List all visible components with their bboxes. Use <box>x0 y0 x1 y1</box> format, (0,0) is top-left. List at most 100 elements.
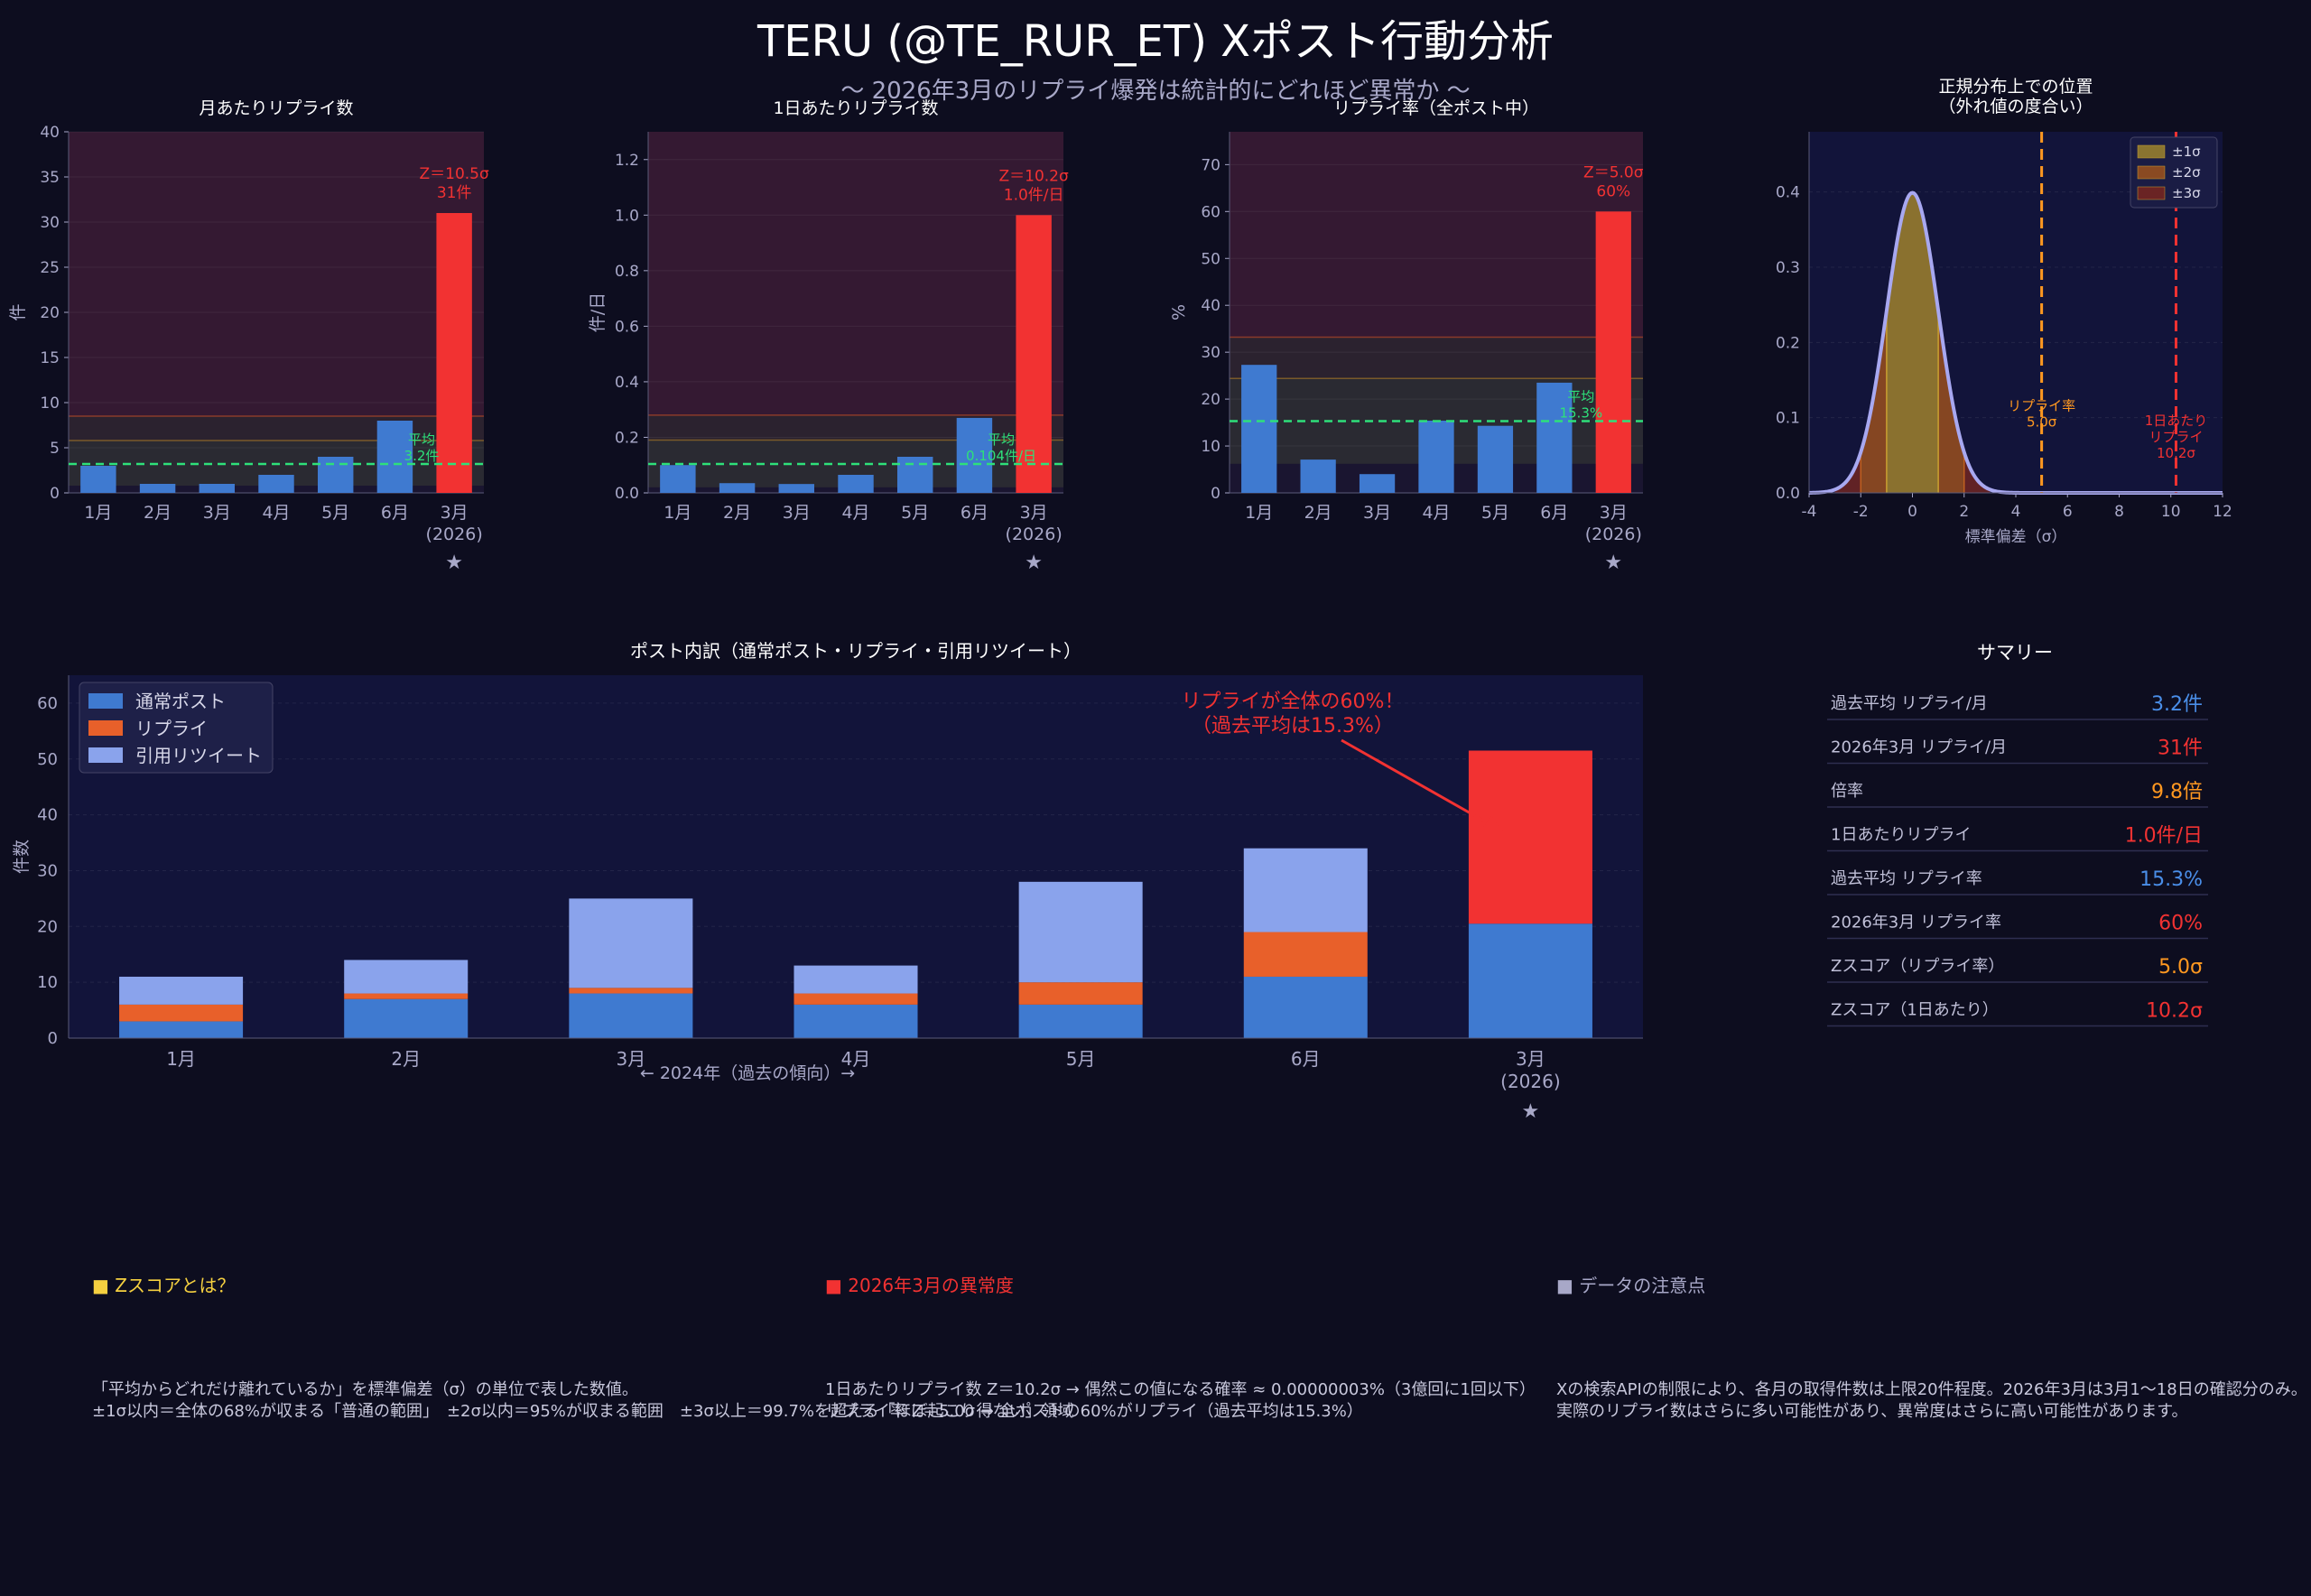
y-axis-label: 件 <box>8 303 28 320</box>
y-tick-label: 40 <box>40 124 60 142</box>
x-tick-label: 5月 <box>321 503 349 523</box>
y-tick-label: 60 <box>1201 203 1220 221</box>
y-tick-label: 25 <box>40 259 60 277</box>
bar-0-series-0 <box>119 1021 244 1038</box>
summary-label: Zスコア（1日あたり） <box>1831 1001 1999 1020</box>
x-tick-label: 4 <box>2011 503 2021 521</box>
chart-daily: 0.0 0.2 0.4 0.6 0.8 1.0 1.2 1月 2月 3月 4月 5月 6月 3月(2026… <box>588 98 1069 574</box>
chart-monthly: 0 5 10 15 20 25 30 35 40 1月 2月 3月 4月 5月 6月 3月(2026) ★ 平均 3… <box>8 98 489 574</box>
y-tick-label: 20 <box>37 917 58 936</box>
bar-4 <box>318 457 354 493</box>
bar-5-series-2 <box>1243 848 1368 933</box>
bar-2-series-0 <box>569 993 693 1038</box>
y-tick-label: 20 <box>40 304 60 322</box>
bar-0 <box>1241 365 1277 493</box>
summary-label: 過去平均 リプライ率 <box>1831 869 1982 888</box>
x-tick-label: 12 <box>2213 503 2232 521</box>
x-tick-label: 4月 <box>841 503 869 523</box>
bar-3-series-1 <box>794 993 918 1005</box>
bar-2 <box>199 484 235 493</box>
x-tick-label: 4月 <box>262 503 290 523</box>
x-tick-label: 0 <box>1907 503 1917 521</box>
y-tick-label: 10 <box>40 394 60 413</box>
bar-1-series-0 <box>344 998 469 1038</box>
mean-label: 平均 0.104件/日 <box>966 431 1036 464</box>
y-tick-label: 30 <box>40 214 60 232</box>
bar-0 <box>80 466 116 493</box>
legend-label: 引用リツイート <box>135 745 262 766</box>
mean-label: 平均 3.2件 <box>404 431 440 464</box>
x-tick-label: 3月 <box>783 503 811 523</box>
bar-3 <box>258 475 294 493</box>
y-tick-label: 0 <box>48 1029 58 1048</box>
summary-label: 過去平均 リプライ/月 <box>1831 694 1988 713</box>
sigma1-area <box>1886 192 1939 493</box>
x-tick-label: 5月 <box>901 503 929 523</box>
legend-label: ±2σ <box>2172 164 2201 181</box>
y-tick-label: 5 <box>50 440 60 458</box>
summary-value: 31件 <box>2158 738 2203 760</box>
bar-5 <box>376 421 413 493</box>
note-zscore-heading: ■ Zスコアとは？ <box>92 1275 236 1296</box>
bar-1-series-1 <box>344 993 469 999</box>
sigma3-band <box>1230 132 1643 338</box>
y-tick-label: 35 <box>40 169 60 187</box>
annotation-arrow <box>1341 738 1492 827</box>
chart-title: 月あたりリプライ数 <box>199 98 353 118</box>
x-tick-label: -4 <box>1802 503 1817 521</box>
y-tick-label: 30 <box>1201 344 1220 362</box>
x-tick-label: 8 <box>2114 503 2124 521</box>
x-tick-label: 6月 <box>1291 1048 1321 1070</box>
y-tick-label: 0.0 <box>1776 485 1800 503</box>
x-tick-label: 3月(2026) <box>426 503 483 544</box>
note-zscore-body: 「平均からどれだけ離れているか」を標準偏差（σ）の単位で表した数値。 ±1σ以内… <box>92 1380 1074 1421</box>
y-tick-label: 10 <box>1201 438 1220 456</box>
x-tick-label: 1月 <box>166 1048 196 1070</box>
y-tick-label: 30 <box>37 861 58 880</box>
z-annotation: Z＝10.5σ 31件 <box>420 165 489 202</box>
summary-value: 5.0σ <box>2158 956 2203 979</box>
bar-5-series-1 <box>1243 932 1368 977</box>
chart-title: 1日あたりリプライ数 <box>773 98 938 118</box>
y-tick-label: 10 <box>37 973 58 992</box>
x-tick-label: 3月(2026) <box>1006 503 1063 544</box>
marker-label-1: 1日あたりリプライ 10.2σ <box>2145 413 2208 461</box>
sigma2-band <box>1230 337 1643 379</box>
y-tick-label: 0.4 <box>1776 184 1800 202</box>
bar-0-series-1 <box>119 1004 244 1022</box>
legend-swatch <box>88 747 123 763</box>
x-tick-label: 1月 <box>1245 503 1273 523</box>
bar-6-series-0 <box>1468 923 1592 1038</box>
y-tick-label: 40 <box>1201 297 1220 315</box>
z-annotation: Z＝5.0σ 60% <box>1583 163 1644 200</box>
summary-value: 9.8倍 <box>2151 781 2203 803</box>
y-tick-label: 50 <box>37 750 58 769</box>
x-tick-label: 4月 <box>1422 503 1450 523</box>
summary-label: 2026年3月 リプライ率 <box>1831 914 2001 933</box>
x-tick-label: 1月 <box>664 503 691 523</box>
summary-label: 倍率 <box>1831 782 1863 801</box>
annotation-arrowhead <box>1482 816 1504 832</box>
y-tick-label: 0 <box>50 485 60 503</box>
z-annotation: Z＝10.2σ 1.0件/日 <box>999 167 1069 204</box>
x-tick-label: 3月 <box>616 1048 645 1070</box>
bar-6 <box>436 213 472 493</box>
summary-value: 60% <box>2158 913 2203 935</box>
note-data-body: Xの検索APIの制限により、各月の取得件数は上限20件程度。2026年3月は3月… <box>1556 1380 2307 1421</box>
legend-swatch <box>88 720 123 736</box>
bar-4 <box>897 457 933 493</box>
legend-label: ±1σ <box>2172 144 2201 160</box>
legend-label: ±3σ <box>2172 185 2201 201</box>
x-axis-label: 標準偏差（σ） <box>1965 528 2067 546</box>
legend-label: リプライ <box>135 718 208 739</box>
y-tick-label: 40 <box>37 806 58 825</box>
y-tick-label: 0.1 <box>1776 410 1800 428</box>
y-tick-label: 0.8 <box>615 263 639 281</box>
note-data-heading: ■ データの注意点 <box>1556 1275 1706 1296</box>
bar-6 <box>1595 211 1631 493</box>
bar-1 <box>139 484 176 493</box>
bar-3 <box>1418 421 1454 493</box>
x-tick-label: 6月 <box>1540 503 1568 523</box>
bar-5 <box>1536 382 1573 493</box>
